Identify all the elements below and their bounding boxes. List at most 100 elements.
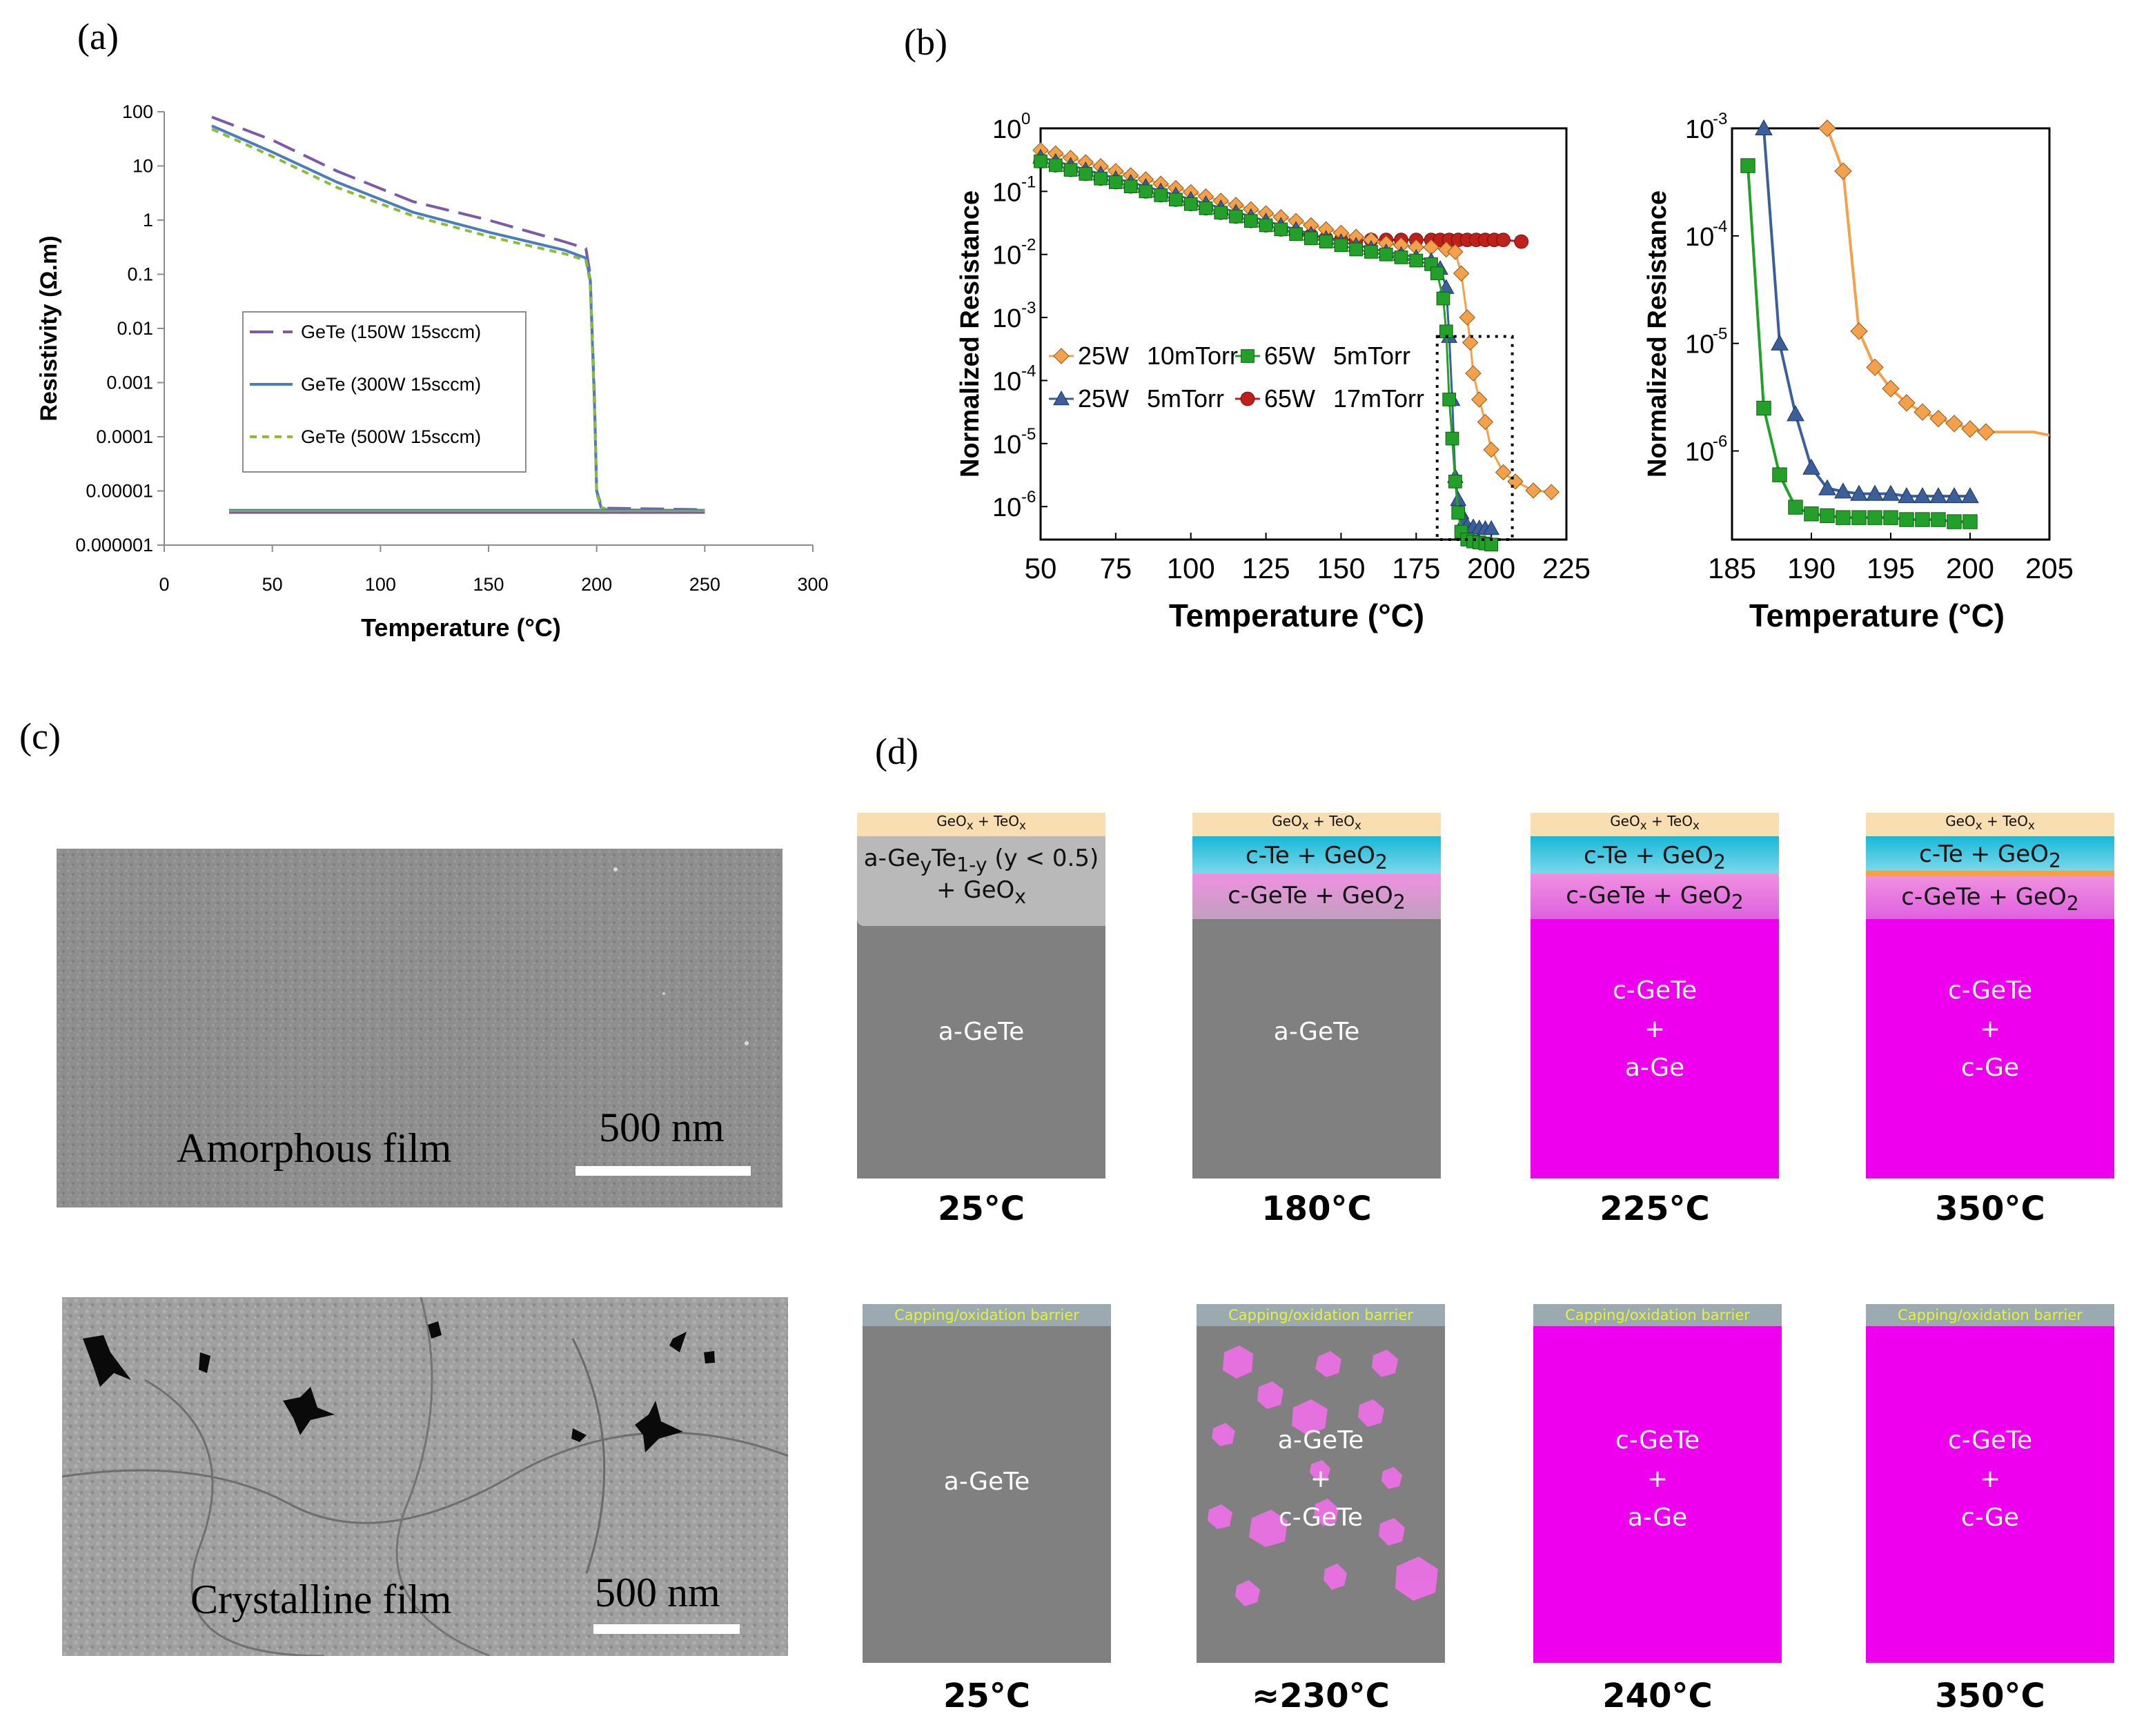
bulk-label: a-GeTe [1273,1018,1360,1046]
y-tick-label-inset: 10 [1685,223,1714,252]
y-axis-title-a: Resistivity (Ω.m) [36,235,62,421]
data-point-inset [1788,500,1803,515]
data-point-inset [1850,484,1868,501]
x-tick-label-inset: 185 [1708,552,1756,584]
data-point-b [1199,201,1213,215]
x-tick-label-b: 75 [1099,552,1132,584]
data-point-inset [1804,506,1819,522]
temp-label: 240°C [1602,1677,1713,1715]
x-tick-label-inset: 200 [1946,552,1994,584]
data-point-inset [1772,467,1787,482]
oxide-layer: GeOx + TeOx [1866,813,2114,836]
data-point-inset [1850,322,1868,340]
data-point-b [1183,197,1198,211]
temp-label: 180°C [1261,1190,1372,1228]
data-point-b [1525,482,1542,499]
x-tick-label-inset: 190 [1787,552,1836,584]
y-tick-label-a: 100 [122,101,153,122]
y-tick-label-a: 0.0001 [96,426,153,447]
data-point-inset [1755,119,1773,136]
data-point-b [1462,334,1479,351]
data-point-inset [1740,158,1755,173]
bulk-label: a-GeTe [938,1018,1025,1046]
data-point-b [1229,209,1243,224]
x-tick-label-b: 225 [1542,552,1591,584]
data-point-inset [1866,358,1884,377]
scale-bar-crystalline [593,1624,740,1634]
legend-label-b: 65W [1264,384,1315,413]
data-point-inset [1961,487,1979,504]
y-tick-exp-b: -6 [1021,488,1036,506]
x-tick-label-a: 250 [689,574,720,595]
data-point-inset [1818,479,1836,495]
bulk-label: c-GeTe + c-Ge [1947,976,2033,1082]
data-point-b [1243,214,1258,228]
data-point-b [1484,537,1498,552]
legend-label-b: 5mTorr [1147,384,1224,413]
data-point-b [1477,413,1494,431]
y-axis-title-b: Normalized Resistance [956,190,985,477]
stack-top-180c: GeOx + TeOx c-Te + GeO2 c-GeTe + GeO2 a-… [1192,813,1441,1178]
data-point-b [1169,193,1183,207]
legend-marker-b [1053,348,1070,364]
legend-marker-b [1240,391,1255,406]
data-point-b [1063,163,1078,177]
data-point-b [1094,171,1108,186]
legend-label-a: GeTe (300W 15sccm) [301,374,481,395]
scale-label-crystalline: 500 nm [595,1570,720,1615]
data-point-b [1442,393,1457,406]
y-tick-exp-b: -3 [1021,299,1036,317]
x-tick-label-b: 175 [1392,552,1440,584]
bulk-label: c-GeTe + a-Ge [1612,976,1698,1082]
x-tick-label-b: 100 [1167,552,1215,584]
barrier-layer: Capping/oxidation barrier [863,1304,1111,1326]
data-point-b [1154,188,1168,202]
data-point-b [1514,234,1529,249]
charts-layer: 1001010.10.010.0010.00010.000010.0000010… [36,101,2074,642]
oxide-layer: GeOx + TeOx [857,813,1105,836]
data-point-b [1465,365,1482,382]
bulk-label: a-GeTe + c-GeTe [1277,1426,1364,1532]
data-point-b [1034,154,1047,168]
x-tick-label-inset: 195 [1867,552,1915,584]
y-tick-label-b: 10 [992,241,1021,270]
y-tick-label-inset: 10 [1685,438,1714,467]
y-tick-label-b: 10 [992,178,1021,207]
data-point-b [1334,238,1348,253]
y-tick-exp-b: -4 [1021,362,1036,380]
data-point-inset [1898,487,1916,504]
x-tick-label-a: 300 [797,574,828,595]
legend-label-b: 10mTorr [1147,342,1238,370]
data-point-b [1319,235,1333,248]
barrier-layer: Capping/oxidation barrier [1533,1304,1782,1326]
te-layer: c-Te + GeO2 [1866,836,2114,872]
data-point-inset [1913,403,1931,421]
subox-layer: a-GeyTe1-y (y < 0.5) + GeOx [857,836,1105,926]
data-point-b [1453,265,1470,282]
data-point-inset [1945,487,1963,504]
y-tick-label-b: 10 [992,493,1021,522]
y-tick-exp-inset: -6 [1713,433,1727,451]
x-tick-label-b: 125 [1242,552,1290,584]
series-line-a [211,128,705,513]
sem-caption-crystalline: Crystalline film [190,1577,452,1622]
data-point-inset [1931,512,1946,527]
legend-marker-b [1241,349,1255,363]
data-point-inset [1915,512,1930,527]
data-point-inset [1836,510,1851,525]
x-tick-label-a: 50 [262,574,283,595]
data-point-inset [1820,508,1835,524]
data-point-inset [1929,409,1947,428]
y-tick-label-a: 0.000001 [75,535,153,555]
data-point-b [1214,206,1228,220]
series-line-b [1040,149,1552,493]
data-point-b [1274,222,1288,237]
y-tick-label-inset: 10 [1685,115,1714,144]
barrier-layer: Capping/oxidation barrier [1866,1304,2114,1326]
data-point-b [1123,179,1138,193]
panel-label-d: (d) [875,731,918,772]
data-point-b [1139,184,1153,199]
stack-bottom-240c: Capping/oxidation barrier c-GeTe + a-Ge [1533,1304,1782,1663]
temp-label: 225°C [1600,1190,1710,1228]
temp-label: 25°C [943,1677,1031,1715]
